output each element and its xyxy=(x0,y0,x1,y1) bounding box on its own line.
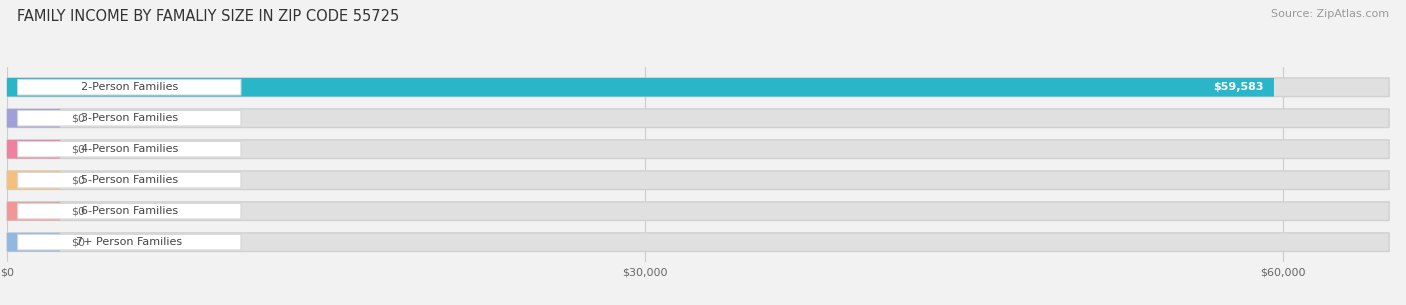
Text: $0: $0 xyxy=(70,206,84,216)
FancyBboxPatch shape xyxy=(18,80,240,95)
FancyBboxPatch shape xyxy=(7,109,60,127)
FancyBboxPatch shape xyxy=(7,202,1389,221)
Text: $0: $0 xyxy=(70,144,84,154)
FancyBboxPatch shape xyxy=(7,171,60,189)
FancyBboxPatch shape xyxy=(7,140,1389,159)
FancyBboxPatch shape xyxy=(7,140,60,159)
FancyBboxPatch shape xyxy=(7,233,60,251)
FancyBboxPatch shape xyxy=(7,202,60,221)
FancyBboxPatch shape xyxy=(18,172,240,188)
Text: $59,583: $59,583 xyxy=(1213,82,1264,92)
FancyBboxPatch shape xyxy=(7,78,1389,97)
Text: 2-Person Families: 2-Person Families xyxy=(80,82,179,92)
Text: FAMILY INCOME BY FAMALIY SIZE IN ZIP CODE 55725: FAMILY INCOME BY FAMALIY SIZE IN ZIP COD… xyxy=(17,9,399,24)
FancyBboxPatch shape xyxy=(7,109,1389,127)
FancyBboxPatch shape xyxy=(18,142,240,157)
Text: $0: $0 xyxy=(70,175,84,185)
FancyBboxPatch shape xyxy=(18,235,240,250)
Text: $0: $0 xyxy=(70,237,84,247)
FancyBboxPatch shape xyxy=(18,203,240,219)
FancyBboxPatch shape xyxy=(7,78,1274,97)
FancyBboxPatch shape xyxy=(18,110,240,126)
FancyBboxPatch shape xyxy=(7,233,1389,251)
Text: 6-Person Families: 6-Person Families xyxy=(80,206,177,216)
Text: $0: $0 xyxy=(70,113,84,123)
Text: 7+ Person Families: 7+ Person Families xyxy=(76,237,183,247)
Text: Source: ZipAtlas.com: Source: ZipAtlas.com xyxy=(1271,9,1389,19)
Text: 4-Person Families: 4-Person Families xyxy=(80,144,179,154)
Text: 5-Person Families: 5-Person Families xyxy=(80,175,177,185)
Text: 3-Person Families: 3-Person Families xyxy=(80,113,177,123)
FancyBboxPatch shape xyxy=(7,171,1389,189)
